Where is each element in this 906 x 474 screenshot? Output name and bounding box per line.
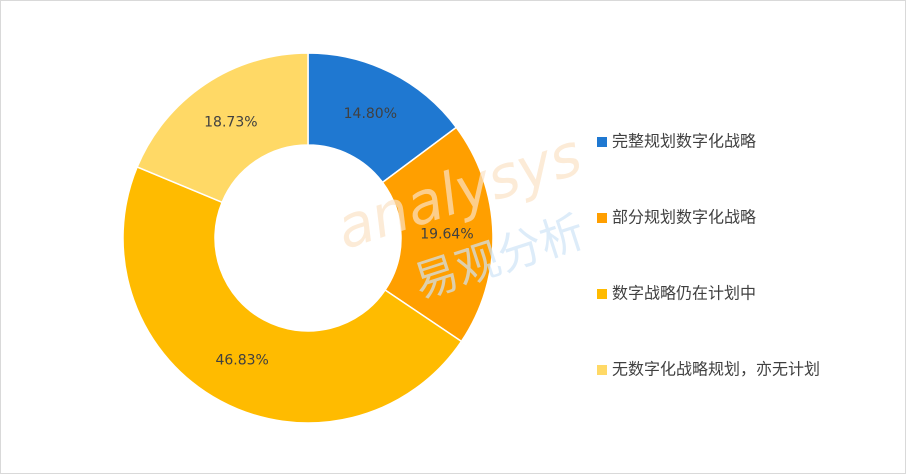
legend-swatch [597,365,607,375]
donut [122,52,494,424]
data-label: 18.73% [204,114,257,130]
data-label: 14.80% [344,106,397,122]
legend-label: 部分规划数字化战略 [612,208,756,227]
data-labels: 14.80% 19.64% 46.83% 18.73% [204,106,474,369]
data-label: 46.83% [215,352,268,368]
data-label: 19.64% [420,227,473,243]
donut-slice [381,126,494,343]
legend-label: 完整规划数字化战略 [612,132,756,151]
legend-swatch [597,289,607,299]
donut-slice [307,52,458,184]
legend-swatch [597,213,607,223]
legend-label: 无数字化战略规划，亦无计划 [612,360,820,379]
legend-swatch [597,137,607,147]
donut-slice [136,52,309,204]
donut-slice [122,166,463,424]
legend-label: 数字战略仍在计划中 [612,284,756,303]
